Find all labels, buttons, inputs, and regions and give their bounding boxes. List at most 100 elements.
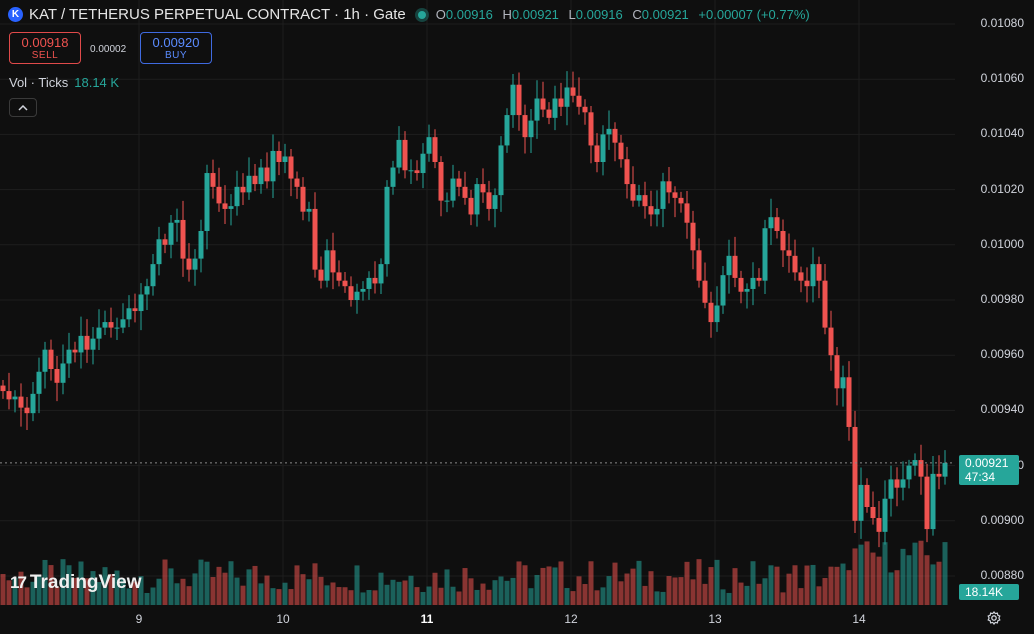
volume-bar	[624, 573, 630, 605]
tradingview-logo[interactable]: 17 TradingView	[10, 572, 142, 594]
candle-body	[240, 186, 246, 193]
volume-bar	[42, 559, 48, 605]
volume-bar	[840, 563, 846, 605]
candle-body	[144, 286, 150, 295]
volume-bar	[126, 588, 132, 605]
candle-body	[174, 219, 180, 223]
volume-bar	[468, 578, 474, 605]
volume-bar	[810, 564, 816, 605]
volume-bar	[228, 561, 234, 605]
candle-body	[648, 206, 654, 215]
sell-button[interactable]: 0.00918 SELL	[9, 32, 81, 64]
volume-legend[interactable]: Vol · Ticks 18.14 K	[9, 75, 119, 90]
candle-body	[204, 173, 210, 231]
volume-bar	[438, 587, 444, 605]
time-tick-label: 9	[135, 612, 143, 626]
volume-bar	[732, 568, 738, 605]
candle-body	[630, 184, 636, 201]
volume-bar	[738, 582, 744, 605]
symbol-title[interactable]: KAT / TETHERUS PERPETUAL CONTRACT · 1h ·…	[29, 6, 406, 23]
candle-body	[390, 167, 396, 187]
candle-body	[678, 197, 684, 204]
volume-bar	[60, 559, 66, 605]
candle-body	[222, 203, 228, 209]
candle-body	[618, 142, 624, 160]
price-tick-label: 0.01040	[980, 126, 1024, 141]
volume-bar	[282, 582, 288, 605]
grid-lines	[0, 0, 955, 605]
volume-bar	[0, 574, 6, 605]
volume-bar	[744, 585, 750, 605]
volume-bar	[618, 581, 624, 605]
candle-body	[888, 479, 894, 499]
volume-bar	[696, 559, 702, 605]
volume-bar	[66, 565, 72, 605]
candle-body	[570, 87, 576, 96]
volume-bar	[864, 541, 870, 605]
candle-body	[60, 363, 66, 383]
volume-bar	[546, 566, 552, 605]
candle-body	[690, 222, 696, 251]
volume-bar	[414, 587, 420, 605]
volume-bar	[96, 582, 102, 605]
volume-bar	[54, 586, 60, 605]
volume-bar	[18, 571, 24, 605]
candle-body	[48, 349, 54, 369]
collapse-legend-button[interactable]	[9, 98, 37, 117]
candle-body	[672, 192, 678, 198]
candle-body	[258, 167, 264, 185]
buy-button[interactable]: 0.00920 BUY	[140, 32, 212, 64]
volume-bar	[360, 592, 366, 605]
candle-body	[318, 269, 324, 281]
candle-body	[528, 120, 534, 138]
volume-bar	[630, 568, 636, 605]
candle-body	[768, 217, 774, 229]
candle-body	[0, 385, 6, 392]
candle-body	[930, 473, 936, 530]
volume-bar	[354, 565, 360, 605]
volume-bar	[822, 578, 828, 605]
volume-bar	[36, 574, 42, 605]
price-tick-label: 0.00880	[980, 568, 1024, 582]
candle-body	[6, 391, 12, 400]
volume-bar	[756, 583, 762, 605]
spread-value: 0.00002	[90, 44, 127, 55]
candle-body	[24, 407, 30, 414]
time-tick-label: 11	[420, 612, 434, 626]
price-tick-label: 0.00960	[980, 347, 1024, 362]
candle-body	[36, 371, 42, 394]
candle-body	[552, 98, 558, 118]
candle-body	[558, 98, 564, 107]
volume-bar	[186, 586, 192, 605]
candle-body	[90, 338, 96, 350]
candle-body	[894, 479, 900, 488]
candle-body	[804, 280, 810, 287]
candle-body	[828, 327, 834, 356]
candle-body	[516, 84, 522, 116]
candle-body	[504, 115, 510, 146]
volume-bar	[306, 579, 312, 605]
candle-body	[756, 277, 762, 281]
volume-bar	[162, 559, 168, 605]
volume-bar	[600, 587, 606, 605]
candle-body	[342, 280, 348, 287]
candle-body	[444, 200, 450, 202]
chevron-up-icon	[18, 104, 28, 111]
candle-body	[480, 184, 486, 193]
volume-bar	[582, 584, 588, 605]
candle-body	[366, 277, 372, 289]
volume-bar	[906, 555, 912, 605]
volume-bar	[276, 589, 282, 605]
settings-gear-icon[interactable]	[987, 611, 1001, 629]
price-tick-label: 0.00980	[980, 292, 1024, 306]
volume-bar	[588, 561, 594, 605]
volume-bar	[192, 573, 198, 605]
candle-body	[486, 192, 492, 209]
volume-bar	[102, 567, 108, 605]
candle-body	[252, 175, 258, 185]
volume-bar	[108, 574, 114, 605]
volume-legend-label: Vol · Ticks	[9, 75, 69, 90]
volume-bar	[432, 572, 438, 605]
volume-bar	[324, 585, 330, 605]
